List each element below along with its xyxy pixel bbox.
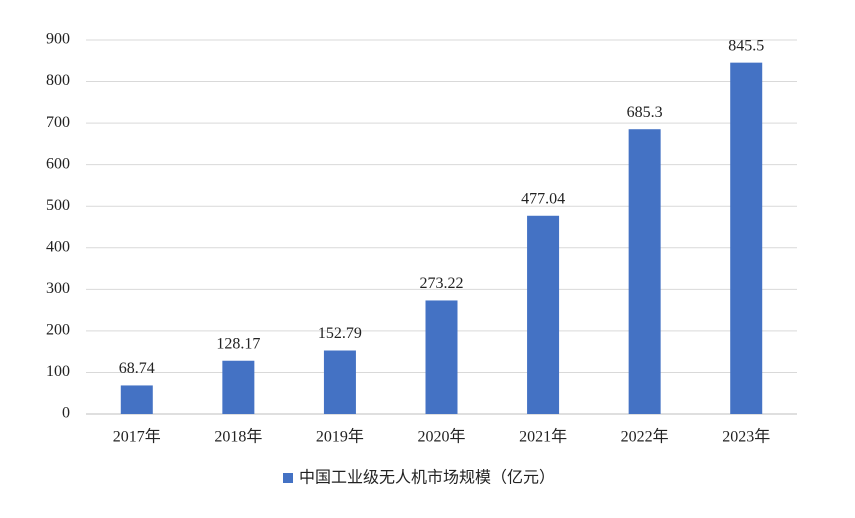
bar (425, 300, 458, 414)
x-tick-label: 2021年 (519, 428, 567, 446)
y-tick-label: 100 (46, 363, 70, 380)
y-tick-label: 400 (46, 238, 70, 255)
bar (222, 360, 255, 414)
bar (730, 62, 763, 415)
y-tick-label: 0 (62, 405, 70, 422)
data-label: 477.04 (521, 190, 565, 207)
y-tick-label: 900 (46, 31, 70, 48)
bar (527, 215, 560, 414)
y-tick-label: 300 (46, 280, 70, 297)
x-tick-label: 2018年 (214, 428, 262, 446)
y-tick-label: 700 (46, 114, 70, 131)
x-tick-label: 2022年 (621, 428, 669, 446)
bar (323, 350, 356, 414)
x-tick-label: 2019年 (316, 428, 364, 446)
y-tick-label: 800 (46, 72, 70, 89)
data-label: 685.3 (627, 104, 663, 121)
data-label: 152.79 (318, 325, 362, 342)
y-tick-label: 500 (46, 197, 70, 214)
data-label: 68.74 (119, 360, 155, 377)
legend-swatch (283, 473, 293, 483)
y-tick-label: 200 (46, 322, 70, 339)
y-tick-label: 600 (46, 155, 70, 172)
data-label: 128.17 (216, 335, 260, 352)
x-tick-label: 2020年 (417, 428, 465, 446)
bar (120, 385, 153, 414)
x-tick-label: 2017年 (113, 428, 161, 446)
bar (628, 129, 661, 414)
data-label: 273.22 (420, 275, 464, 292)
legend-label: 中国工业级无人机市场规模（亿元） (299, 469, 555, 487)
data-label: 845.5 (728, 37, 764, 54)
x-tick-label: 2023年 (722, 428, 770, 446)
